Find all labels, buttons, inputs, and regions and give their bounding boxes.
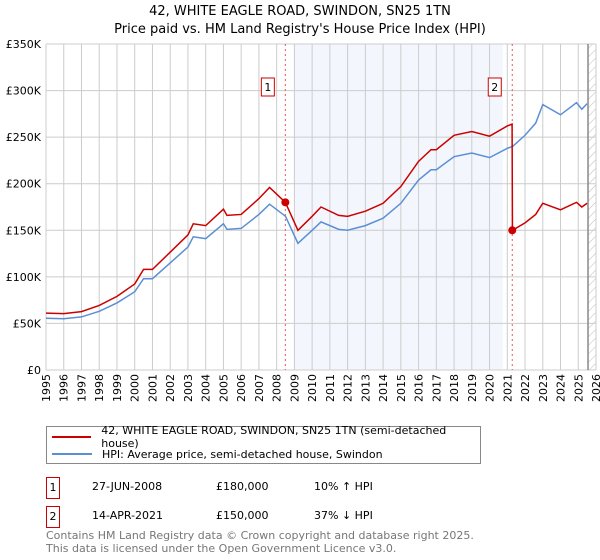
x-tick-label: 2004 xyxy=(200,374,213,402)
sale-date: 27-JUN-2008 xyxy=(92,480,163,493)
x-tick-label: 2009 xyxy=(288,374,301,402)
x-tick-label: 2000 xyxy=(129,374,142,402)
x-tick-label: 2022 xyxy=(519,374,532,402)
footer-line: This data is licensed under the Open Gov… xyxy=(46,542,397,555)
x-tick-label: 2003 xyxy=(182,374,195,402)
sale-price: £180,000 xyxy=(216,480,269,493)
footer: Contains HM Land Registry data © Crown c… xyxy=(46,529,474,555)
legend-item-property: 42, WHITE EAGLE ROAD, SWINDON, SN25 1TN … xyxy=(47,424,480,450)
sale-label-box xyxy=(260,77,275,97)
x-tick-label: 2005 xyxy=(217,374,230,402)
x-tick-label: 1995 xyxy=(40,374,53,402)
sale-badge: 2 xyxy=(46,506,60,528)
y-tick-label: £250K xyxy=(6,131,42,144)
x-tick-label: 2011 xyxy=(324,374,337,402)
x-tick-label: 2006 xyxy=(235,374,248,402)
x-tick-label: 2020 xyxy=(484,374,497,402)
x-tick-label: 2026 xyxy=(590,374,600,402)
x-tick-label: 2019 xyxy=(466,374,479,402)
sale-point xyxy=(508,226,517,235)
x-tick-label: 2007 xyxy=(253,374,266,402)
chart-subtitle: Price paid vs. HM Land Registry's House … xyxy=(114,22,486,37)
sale-point xyxy=(281,198,290,207)
x-tick-label: 2008 xyxy=(271,374,284,402)
x-tick-label: 2001 xyxy=(146,374,159,402)
x-tick-label: 2025 xyxy=(572,374,585,402)
y-tick-label: £350K xyxy=(6,38,42,51)
x-tick-label: 1998 xyxy=(93,374,106,402)
y-tick-label: £0 xyxy=(27,364,41,377)
legend-swatch-red xyxy=(52,436,92,438)
legend-label: 42, WHITE EAGLE ROAD, SWINDON, SN25 1TN … xyxy=(101,424,447,450)
legend-swatch-blue xyxy=(52,453,92,455)
y-tick-label: £150K xyxy=(6,224,42,237)
x-tick-label: 2018 xyxy=(448,374,461,402)
x-tick-label: 2017 xyxy=(430,374,443,402)
x-tick-label: 2013 xyxy=(359,374,372,402)
x-tick-label: 2010 xyxy=(306,374,319,402)
footer-line: Contains HM Land Registry data © Crown c… xyxy=(46,529,474,542)
x-tick-label: 2012 xyxy=(342,374,355,402)
y-tick-label: £200K xyxy=(6,178,42,191)
hpi-series-line xyxy=(45,101,588,320)
x-tick-label: 2024 xyxy=(555,374,568,402)
sale-label-box xyxy=(487,77,502,97)
y-tick-label: £100K xyxy=(6,271,42,284)
sale-badge: 1 xyxy=(46,477,60,499)
sale-hpi: 37% ↓ HPI xyxy=(314,509,373,522)
x-tick-label: 2021 xyxy=(501,374,514,402)
price-chart: 1995 1996 1997 1998 1999 2000 2001 2002 2003 2004… xyxy=(6,38,600,402)
x-tick-label: 1997 xyxy=(75,374,88,402)
legend-item-hpi: HPI: Average price, semi-detached house,… xyxy=(47,446,383,462)
x-tick-label: 1999 xyxy=(111,374,124,402)
sale-date: 14-APR-2021 xyxy=(92,509,164,522)
x-tick-label: 2015 xyxy=(395,374,408,402)
x-tick-label: 1996 xyxy=(58,374,71,402)
x-tick-label: 2002 xyxy=(164,374,177,402)
sale-hpi: 10% ↑ HPI xyxy=(314,480,373,493)
x-tick-label: 2014 xyxy=(377,374,390,402)
x-tick-label: 2016 xyxy=(413,374,426,402)
y-tick-label: £50K xyxy=(13,317,42,330)
chart-title: 42, WHITE EAGLE ROAD, SWINDON, SN25 1TN xyxy=(149,4,451,19)
sale-price: £150,000 xyxy=(216,509,269,522)
x-tick-label: 2023 xyxy=(537,374,550,402)
forecast-hatch xyxy=(588,44,596,370)
sale-label: 2 xyxy=(491,81,498,94)
legend: 42, WHITE EAGLE ROAD, SWINDON, SN25 1TN … xyxy=(46,424,481,464)
shaded-period xyxy=(294,44,503,370)
sale-label: 1 xyxy=(264,81,271,94)
legend-label: HPI: Average price, semi-detached house,… xyxy=(102,447,383,461)
y-tick-label: £300K xyxy=(6,85,42,98)
